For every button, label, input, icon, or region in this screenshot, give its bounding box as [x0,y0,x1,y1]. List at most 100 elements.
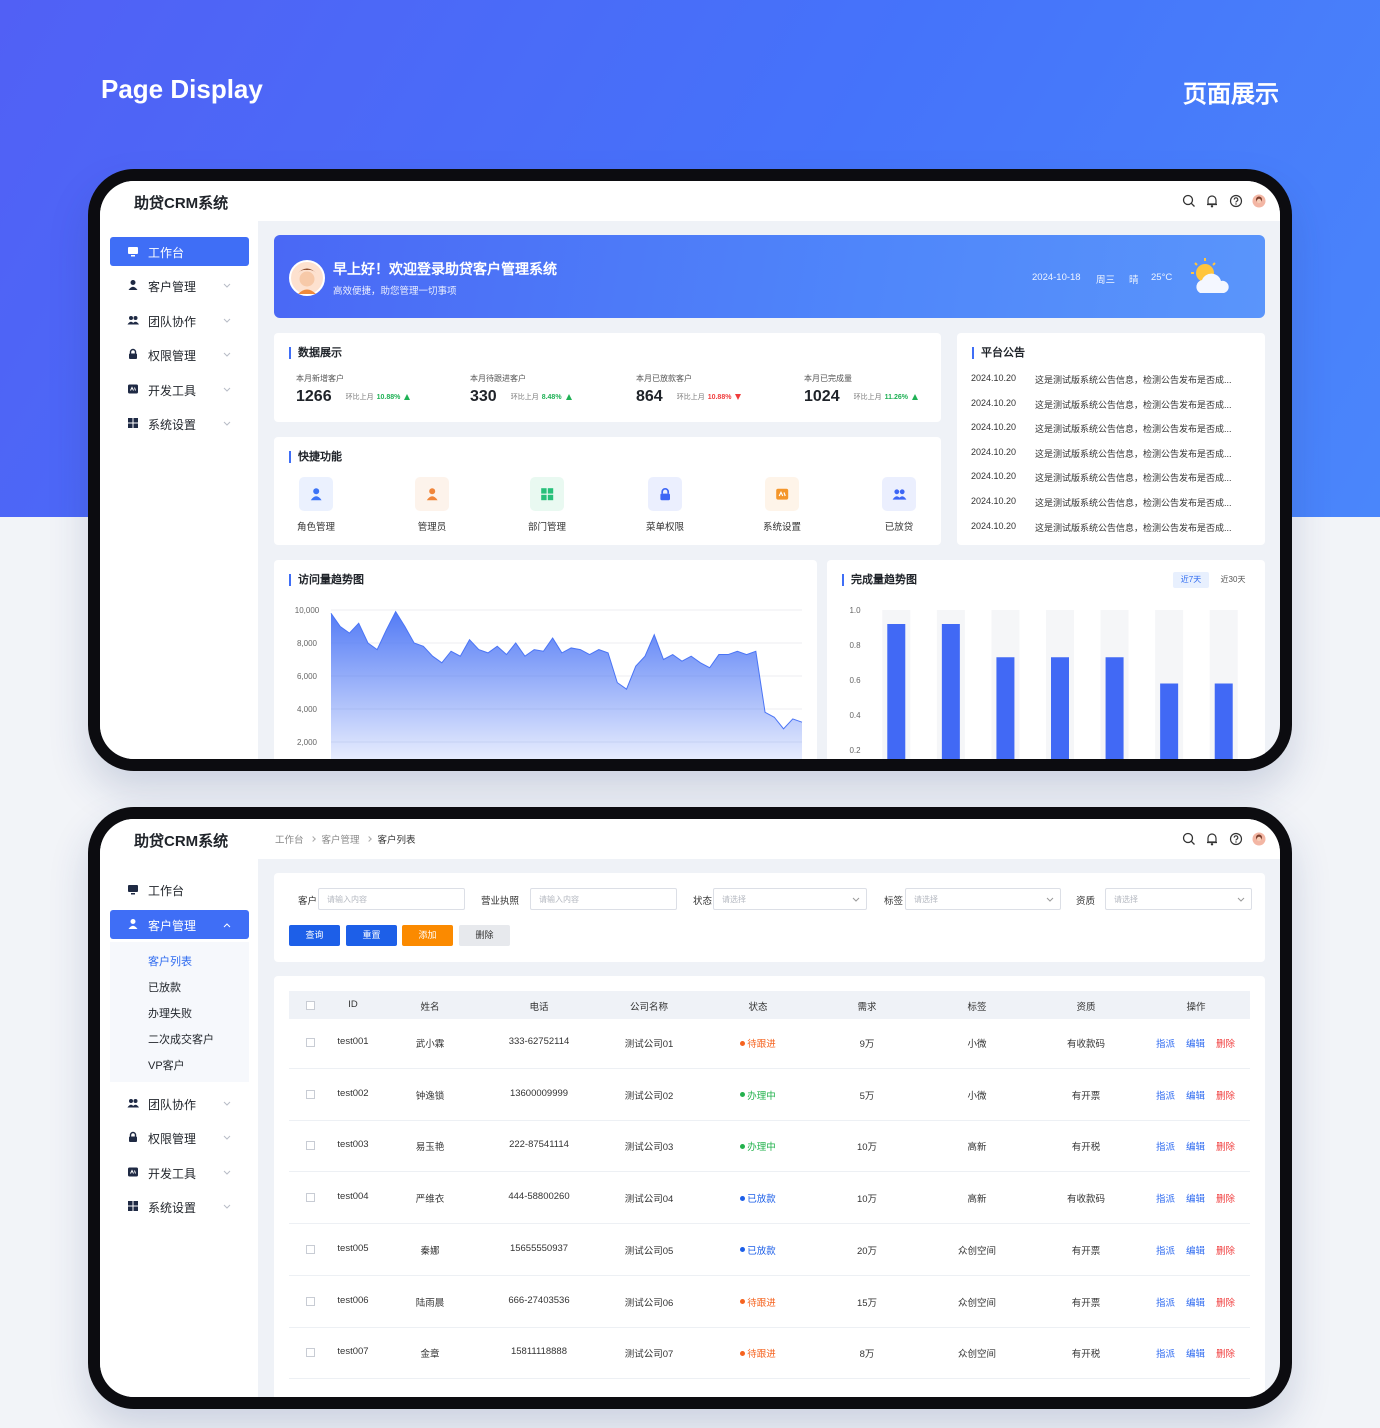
quick-function[interactable]: 系统设置 [752,475,812,537]
row-action[interactable]: 编辑 [1186,1194,1206,1206]
quick-function[interactable]: 部门管理 [517,475,577,537]
row-action[interactable]: 删除 [1216,1194,1236,1206]
checkbox[interactable] [306,1193,315,1203]
status-cell: 待跟进 [718,1036,798,1050]
breadcrumb-item[interactable]: 工作台 [275,835,304,846]
weather-icon [1186,257,1236,297]
menu-item[interactable]: 团队协作 [110,1089,249,1118]
row-action[interactable]: 指派 [1156,1245,1176,1257]
checkbox[interactable] [306,1296,315,1306]
icon-shape [130,919,136,924]
row-action[interactable]: 编辑 [1186,1245,1206,1257]
menu-item[interactable]: 开发工具 [110,375,249,404]
menu-item[interactable]: 工作台 [110,237,249,266]
card-title: 平台公告 [972,347,1025,359]
icon-shape [565,394,572,400]
quick-function[interactable]: 菜单权限 [635,475,695,537]
menu-item[interactable]: 系统设置 [110,1192,249,1221]
submenu-item[interactable]: VP客户 [148,1060,185,1072]
menu-label: 客户管理 [148,280,197,295]
menu-item[interactable]: 开发工具 [110,1158,249,1187]
table-cell: 15655550937 [509,1242,569,1254]
button[interactable]: 添加 [402,925,453,946]
row-action[interactable]: 删除 [1216,1297,1236,1309]
menu-item[interactable]: 团队协作 [110,306,249,335]
table-cell: 众创空间 [957,1245,996,1257]
row-action[interactable]: 编辑 [1186,1297,1206,1309]
submenu-item[interactable]: 办理失败 [148,1008,192,1020]
filter-select[interactable]: 请选择 [1105,888,1252,910]
submenu-item[interactable]: 二次成交客户 [148,1034,214,1046]
range-tab[interactable]: 近30天 [1220,575,1246,584]
row-action[interactable]: 编辑 [1186,1349,1206,1361]
filter-label: 标签 [884,896,904,907]
menu-item[interactable]: 工作台 [110,875,249,904]
row-action[interactable]: 删除 [1216,1349,1236,1361]
icon-shape [299,477,333,511]
menu-item[interactable]: 权限管理 [110,1123,249,1152]
submenu-item[interactable]: 已放款 [148,982,181,994]
checkbox[interactable] [306,1038,315,1047]
menu-icon [127,1131,139,1143]
menu-item[interactable]: 客户管理 [110,910,249,939]
status-dot [740,1350,746,1356]
row-action[interactable]: 删除 [1216,1039,1236,1050]
quick-function[interactable]: 已放贷 [869,475,929,537]
menu-item[interactable]: 权限管理 [110,340,249,369]
notice-date: 2024.10.20 [971,422,1017,433]
quick-function[interactable]: 角色管理 [286,475,346,537]
filter-select[interactable]: 请选择 [713,888,867,910]
filter-input[interactable]: 请输入内容 [318,888,465,910]
row-action[interactable]: 编辑 [1186,1142,1206,1154]
icon-shape [1237,897,1245,902]
checkbox[interactable] [306,1141,315,1151]
placeholder: 请选择 [1114,895,1138,904]
checkbox[interactable] [306,1001,315,1010]
icon-shape [404,394,411,400]
row-action[interactable]: 指派 [1156,1194,1176,1206]
menu-icon [127,918,139,930]
menu-item[interactable]: 系统设置 [110,409,249,438]
table-cell: 8万 [859,1349,875,1361]
header [100,819,1280,859]
quick-label: 部门管理 [527,522,566,533]
chevron [1046,897,1054,903]
button[interactable]: 删除 [459,925,510,946]
checkbox[interactable] [306,1348,315,1358]
table-cell: 有开票 [1071,1090,1101,1102]
row-action[interactable]: 编辑 [1186,1090,1206,1102]
breadcrumb-item[interactable]: 客户列表 [377,835,416,846]
row-action[interactable]: 指派 [1156,1142,1176,1154]
trend-arrow [911,394,918,400]
range-tab[interactable]: 近7天 [1173,572,1209,588]
icon-shape [223,1101,231,1106]
row-action[interactable]: 删除 [1216,1090,1236,1102]
checkbox[interactable] [306,1244,315,1254]
row-action[interactable]: 删除 [1216,1142,1236,1154]
table-cell: test006 [337,1294,369,1306]
row-action[interactable]: 删除 [1216,1245,1236,1257]
row-action[interactable]: 指派 [1156,1349,1176,1361]
icon-shape [130,1169,136,1174]
row-action[interactable]: 指派 [1156,1090,1176,1102]
row-action[interactable]: 编辑 [1186,1039,1206,1050]
icon-shape [223,318,231,323]
trend-arrow [404,394,411,400]
filter-select[interactable]: 请选择 [905,888,1061,910]
checkbox[interactable] [306,1089,315,1099]
breadcrumb-item[interactable]: 客户管理 [321,835,360,846]
filter-input[interactable]: 请输入内容 [530,888,677,910]
filter-label: 状态 [693,896,713,907]
button[interactable]: 查询 [289,925,340,946]
icon-shape [127,321,139,325]
button[interactable]: 重置 [346,925,397,946]
submenu-item[interactable]: 客户列表 [148,956,192,968]
card-title: 访问量趋势图 [289,574,364,586]
notice-text: 这是测试版系统公告信息，检测公告发布是否成... [1035,399,1232,410]
row-action[interactable]: 指派 [1156,1297,1176,1309]
icon-shape [1235,841,1237,843]
menu-label: 系统设置 [148,418,197,432]
menu-item[interactable]: 客户管理 [110,271,249,300]
quick-function[interactable]: 管理员 [402,475,462,537]
row-action[interactable]: 指派 [1156,1039,1176,1050]
